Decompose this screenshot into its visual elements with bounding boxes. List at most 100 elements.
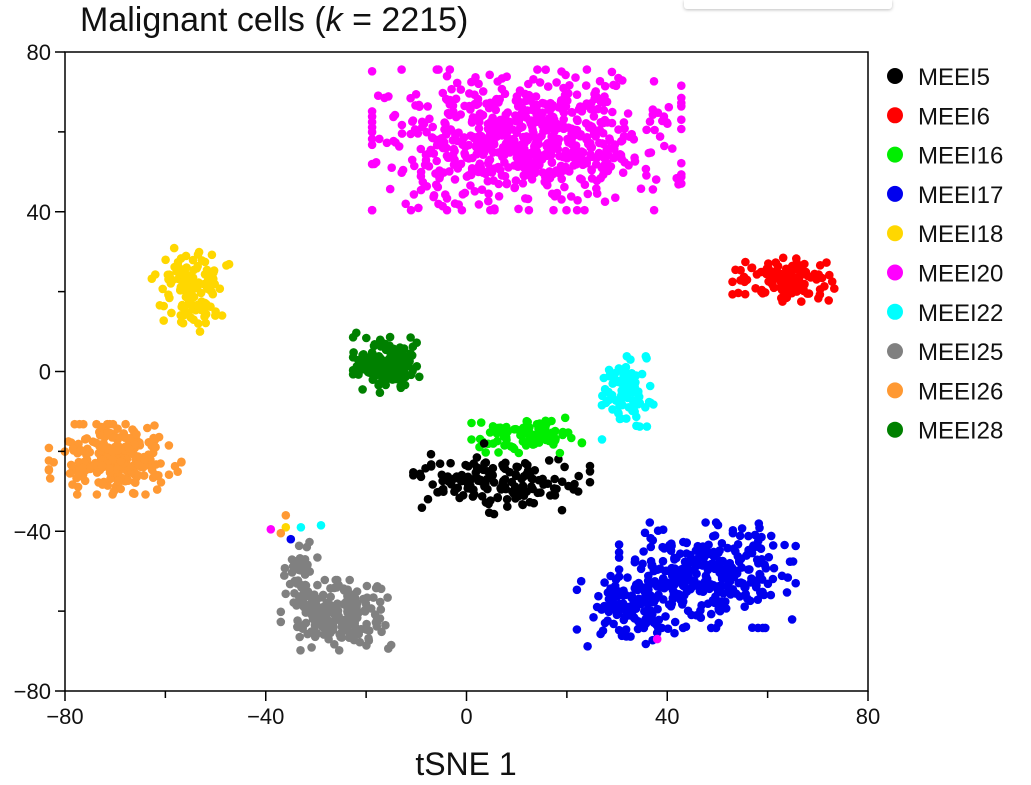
point-meei28 [381,380,391,390]
outlier-point-meei22 [296,523,306,532]
point-meei17 [589,613,598,622]
point-meei17 [714,618,723,628]
legend-item-meei28: MEEI28 [887,418,1003,445]
point-meei28 [403,351,413,361]
chart-title-prefix: Malignant cells ( [80,1,326,39]
legend-marker [887,225,903,242]
point-meei25 [290,589,299,598]
point-meei25 [307,643,316,652]
point-meei20 [636,184,646,193]
point-meei17 [708,559,718,569]
point-meei5 [520,458,530,468]
point-meei25 [376,605,386,614]
point-meei16 [542,419,552,428]
point-meei20 [445,153,455,162]
point-meei20 [445,65,455,74]
point-meei17 [757,575,767,584]
point-meei25 [307,610,316,619]
point-meei20 [371,158,381,167]
point-meei20 [467,77,476,87]
point-meei17 [633,624,643,634]
point-meei28 [380,369,390,379]
point-meei6 [827,277,837,286]
point-meei25 [345,575,355,585]
outlier-point-meei5 [479,439,489,448]
point-meei20 [474,124,484,133]
point-meei20 [534,139,543,149]
legend-marker [887,421,903,438]
point-meei20 [473,99,483,108]
point-meei25 [373,582,382,591]
point-meei28 [415,372,424,382]
point-meei26 [44,466,54,475]
point-meei20 [413,129,423,138]
point-meei26 [123,476,133,486]
point-meei20 [617,136,627,145]
point-meei20 [523,135,532,145]
point-meei25 [280,563,290,573]
point-meei6 [769,283,779,293]
chart-title-suffix: = 2215) [342,1,469,39]
point-meei20 [651,175,661,184]
point-meei25 [280,571,289,580]
point-meei20 [607,67,617,77]
point-meei17 [619,591,628,600]
point-meei25 [320,575,330,585]
legend-marker [887,382,903,399]
point-meei26 [92,490,102,499]
point-meei20 [554,123,563,133]
point-meei5 [512,462,521,472]
point-meei18 [186,298,196,308]
point-meei17 [709,580,718,590]
point-meei20 [367,140,377,150]
point-meei25 [285,579,295,589]
point-meei20 [389,136,398,146]
point-meei20 [529,100,539,109]
point-meei20 [595,138,604,148]
point-meei26 [138,463,148,472]
point-meei17 [648,536,658,545]
point-meei20 [559,83,568,93]
point-meei20 [397,120,407,130]
point-meei20 [595,76,605,86]
point-meei17 [706,609,716,619]
point-meei20 [487,168,497,177]
point-meei22 [599,373,609,383]
point-meei20 [664,102,674,112]
point-meei22 [628,396,638,405]
point-meei20 [649,205,659,215]
point-meei20 [416,167,426,177]
point-meei22 [622,380,631,390]
point-meei17 [728,526,738,535]
point-meei20 [541,65,550,74]
point-meei20 [367,127,377,137]
point-meei5 [573,487,583,496]
point-meei20 [609,80,618,90]
point-meei6 [777,285,787,295]
point-meei17 [682,538,691,547]
point-meei5 [423,494,433,504]
point-meei18 [202,300,211,310]
point-meei20 [677,98,686,108]
point-meei5 [409,471,418,480]
point-meei17 [627,603,636,612]
point-meei16 [508,443,518,452]
point-meei20 [512,92,522,101]
point-meei20 [582,99,591,108]
point-meei28 [412,362,422,371]
point-meei16 [560,413,570,423]
point-meei20 [484,189,493,198]
point-meei20 [649,77,659,86]
point-meei25 [295,632,305,642]
outlier-point-meei26 [281,511,291,520]
point-meei25 [354,629,364,639]
legend-item-meei25: MEEI25 [887,339,1003,366]
point-meei25 [305,567,315,576]
point-meei20 [435,173,444,183]
series-meei6 [728,253,839,306]
point-meei20 [552,78,561,87]
point-meei20 [533,65,542,74]
point-meei5 [557,477,567,487]
point-meei20 [582,65,592,74]
point-meei22 [628,406,637,416]
